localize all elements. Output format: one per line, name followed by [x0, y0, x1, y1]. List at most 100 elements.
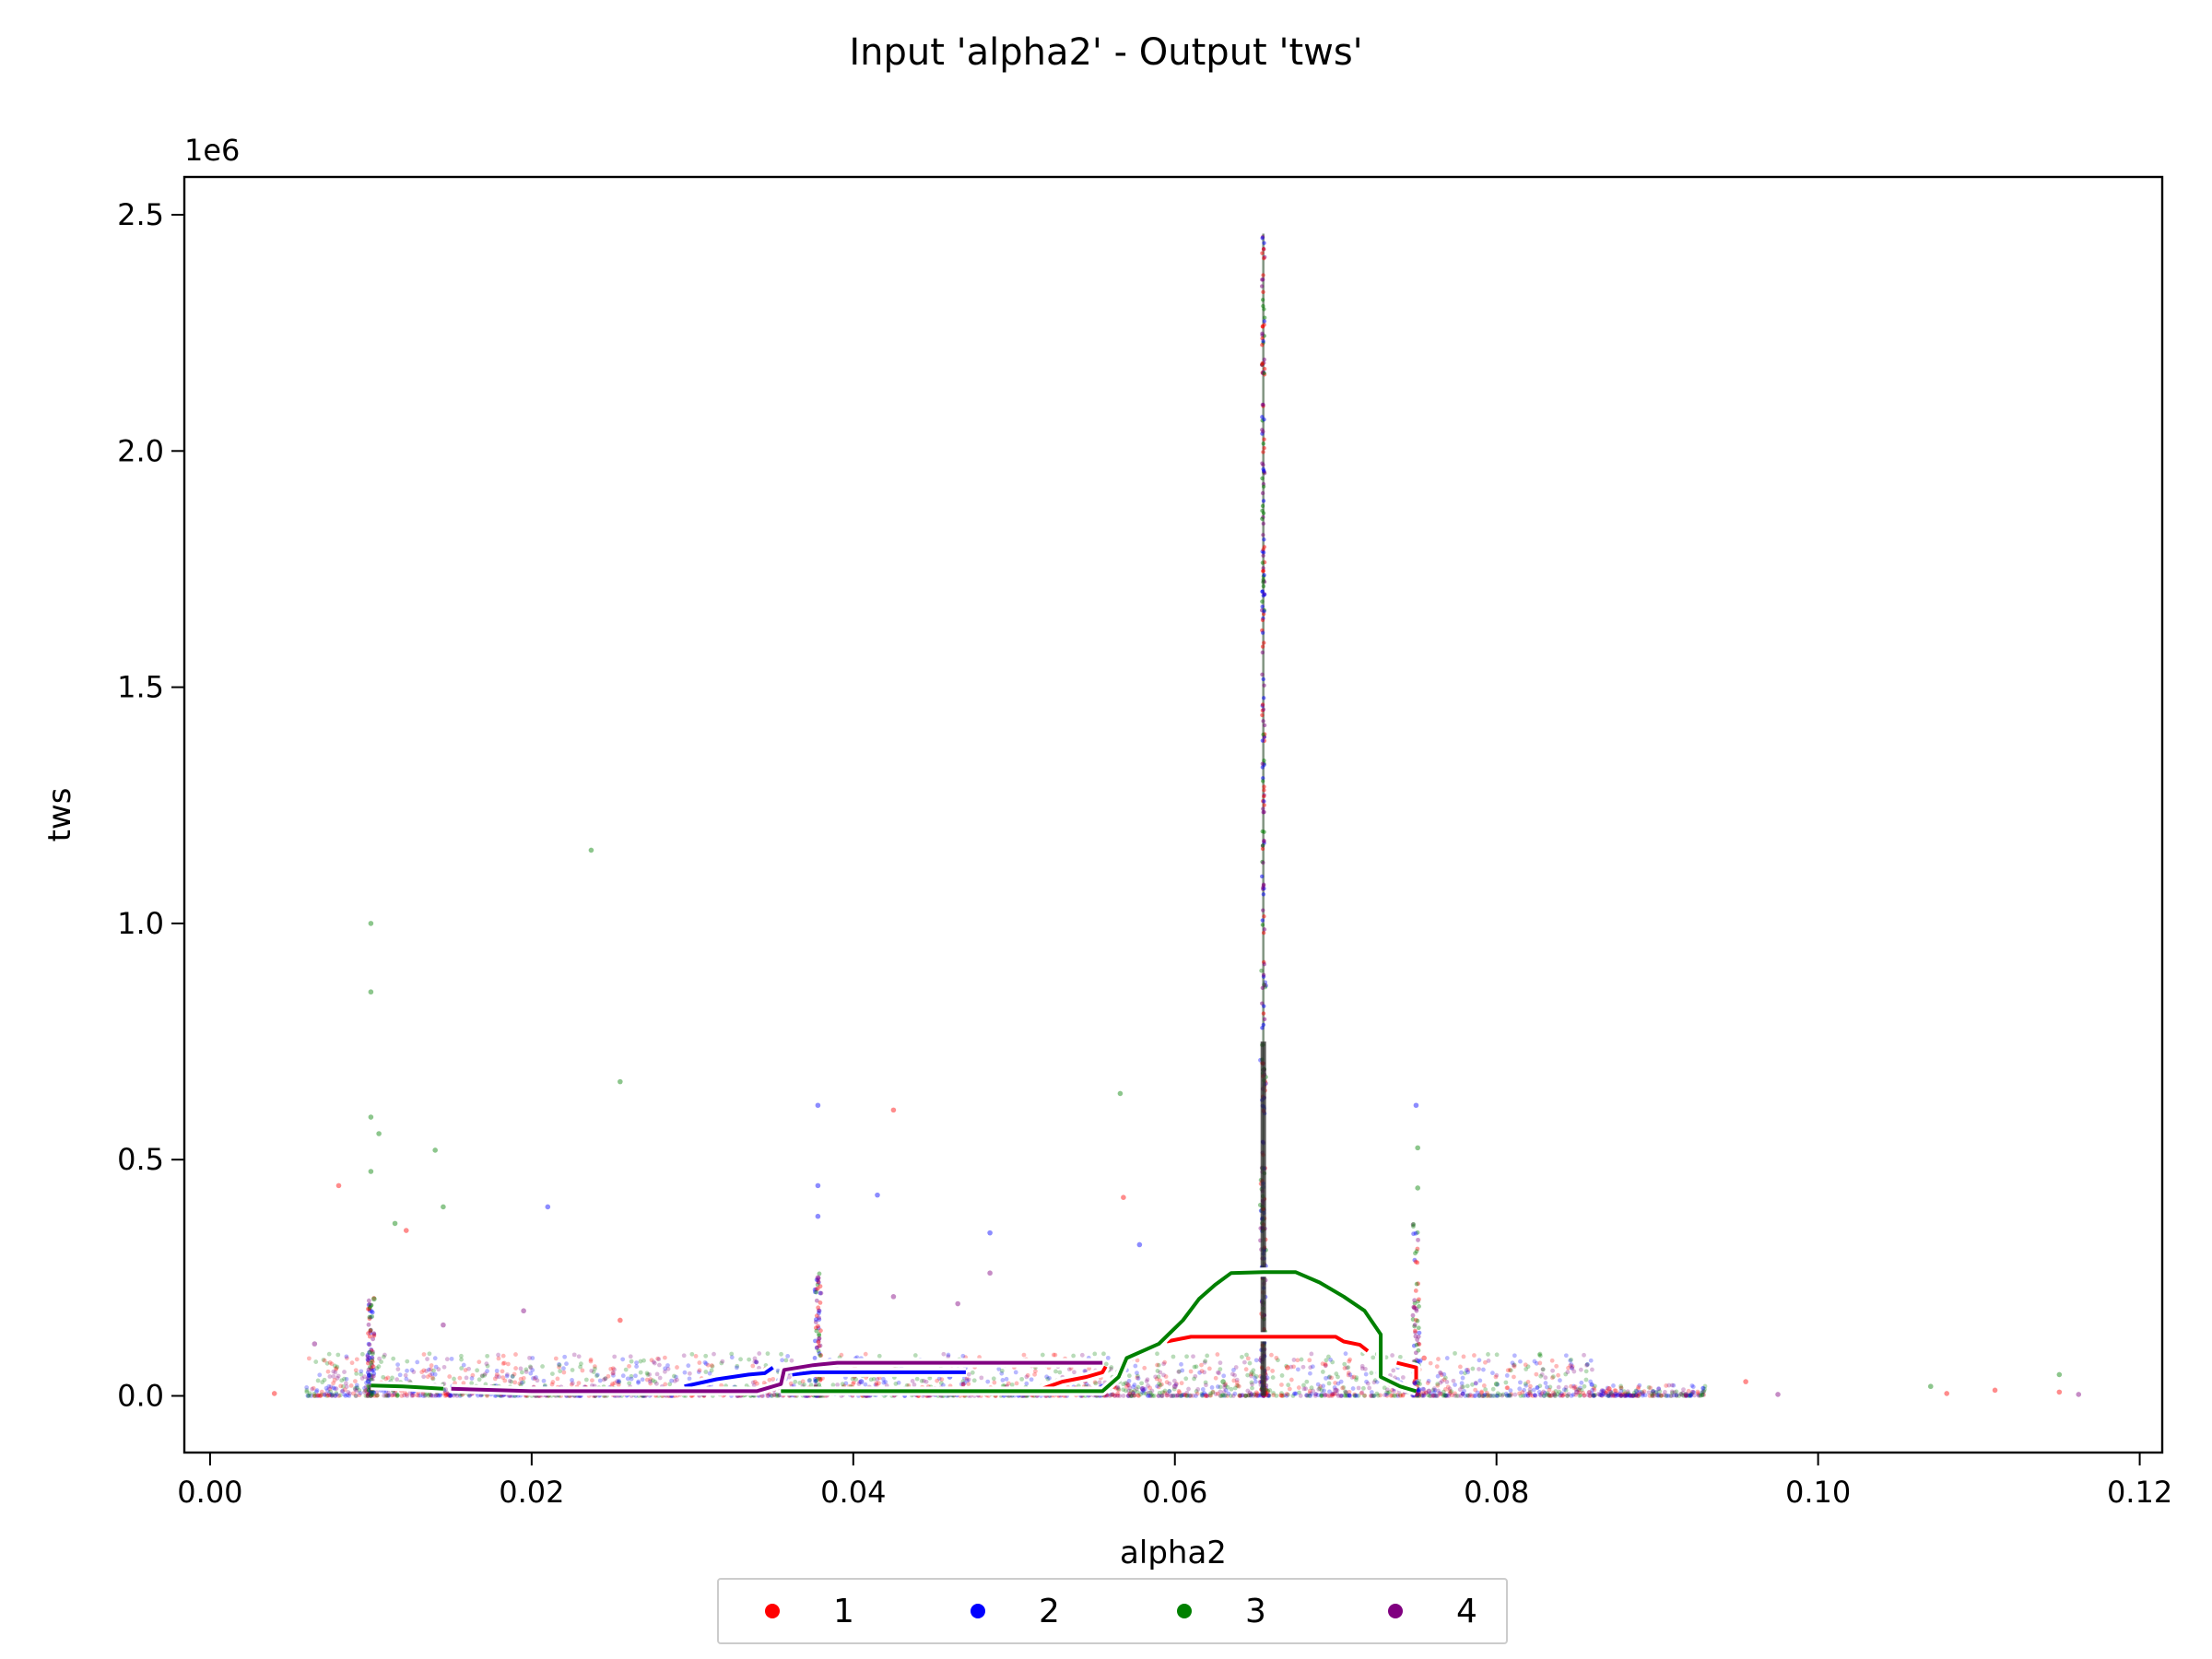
scatter-point [1441, 1392, 1447, 1397]
scatter-point [1171, 1354, 1176, 1359]
scatter-point [1590, 1387, 1595, 1393]
scatter-point [1658, 1393, 1664, 1398]
scatter-point [1183, 1376, 1189, 1382]
scatter-point [1413, 1334, 1418, 1339]
scatter-point [1556, 1384, 1561, 1390]
scatter-point [1169, 1394, 1174, 1398]
scatter-point [1510, 1360, 1515, 1366]
scatter-point [1566, 1392, 1571, 1397]
scatter-point [1500, 1392, 1506, 1397]
scatter-point [1218, 1394, 1224, 1398]
scatter-point [329, 1361, 335, 1367]
scatter-point [371, 1364, 376, 1370]
scatter-point [354, 1382, 359, 1388]
scatter-point [1136, 1241, 1143, 1248]
scatter-point [617, 1380, 622, 1384]
scatter-point [1425, 1381, 1430, 1385]
stripe-point [1260, 672, 1265, 677]
scatter-point [484, 1361, 489, 1367]
scatter-point [1291, 1364, 1296, 1370]
scatter-point [959, 1382, 964, 1387]
scatter-point [312, 1394, 317, 1398]
scatter-point [366, 1378, 371, 1383]
scatter-point [1290, 1394, 1296, 1398]
scatter-point [818, 1290, 824, 1296]
scatter-point [1412, 1380, 1417, 1385]
scatter-point [374, 1366, 380, 1371]
scatter-point [335, 1182, 342, 1189]
scatter-point [987, 1270, 993, 1277]
scatter-point [1032, 1371, 1037, 1377]
stripe-point [1262, 537, 1266, 542]
scatter-point [1437, 1390, 1442, 1395]
scatter-point [1215, 1352, 1220, 1357]
scatter-point [501, 1360, 507, 1366]
scatter-point [912, 1382, 917, 1387]
scatter-point [1153, 1374, 1159, 1380]
scatter-point [1599, 1388, 1605, 1393]
scatter-point [432, 1371, 438, 1377]
scatter-point [429, 1375, 435, 1381]
scatter-point [1536, 1352, 1542, 1358]
stripe-point [1260, 923, 1265, 927]
scatter-point [429, 1371, 435, 1377]
scatter-point [625, 1376, 630, 1382]
scatter-point [719, 1360, 724, 1366]
scatter-point [438, 1393, 442, 1398]
scatter-point [1112, 1394, 1118, 1398]
scatter-point [1700, 1392, 1705, 1397]
scatter-point [1126, 1388, 1132, 1394]
stripe-point [1261, 677, 1265, 682]
scatter-point [324, 1360, 330, 1366]
scatter-point [1249, 1373, 1253, 1379]
scatter-point [921, 1378, 926, 1383]
scatter-point [815, 1213, 821, 1219]
scatter-point [1597, 1393, 1603, 1398]
scatter-point [448, 1394, 453, 1398]
stripe-point [1261, 1022, 1266, 1028]
scatter-point [1159, 1394, 1165, 1398]
scatter-point [1512, 1362, 1517, 1368]
scatter-point [1483, 1359, 1488, 1365]
scatter-point [1495, 1382, 1500, 1387]
scatter-point [1442, 1393, 1448, 1398]
scatter-point [1025, 1372, 1030, 1378]
scatter-point [1678, 1392, 1683, 1396]
scatter-point [1441, 1389, 1446, 1394]
scatter-point [541, 1378, 547, 1383]
scatter-point [839, 1352, 844, 1358]
scatter-point [1549, 1375, 1555, 1381]
stripe-dense-base [1260, 1041, 1266, 1396]
scatter-point [654, 1381, 659, 1386]
scatter-point [1208, 1393, 1214, 1398]
scatter-point [461, 1381, 466, 1385]
scatter-point [1400, 1392, 1406, 1397]
scatter-point [1633, 1393, 1639, 1398]
scatter-point [342, 1370, 347, 1374]
scatter-point [1688, 1393, 1693, 1398]
scatter-point [1210, 1390, 1216, 1395]
scatter-point [447, 1393, 453, 1398]
scatter-point [1013, 1370, 1018, 1375]
scatter-point [1512, 1374, 1516, 1380]
scatter-point [1646, 1390, 1652, 1395]
scatter-point [815, 1286, 820, 1291]
scatter-point [1537, 1392, 1543, 1397]
scatter-point [797, 1381, 803, 1385]
scatter-point [1184, 1394, 1190, 1398]
scatter-point [1194, 1389, 1199, 1394]
scatter-point [816, 1308, 821, 1313]
scatter-point [1524, 1367, 1529, 1371]
scatter-point [1545, 1391, 1550, 1396]
scatter-point [1555, 1392, 1560, 1397]
scatter-point [1236, 1383, 1241, 1389]
scatter-point [425, 1357, 429, 1361]
scatter-point [703, 1370, 709, 1374]
scatter-point [1460, 1391, 1465, 1396]
scatter-point [1568, 1363, 1573, 1368]
scatter-point [1504, 1393, 1510, 1398]
scatter-point [570, 1368, 575, 1372]
scatter-point [1558, 1378, 1562, 1383]
scatter-point [576, 1381, 582, 1385]
scatter-point [332, 1386, 337, 1391]
